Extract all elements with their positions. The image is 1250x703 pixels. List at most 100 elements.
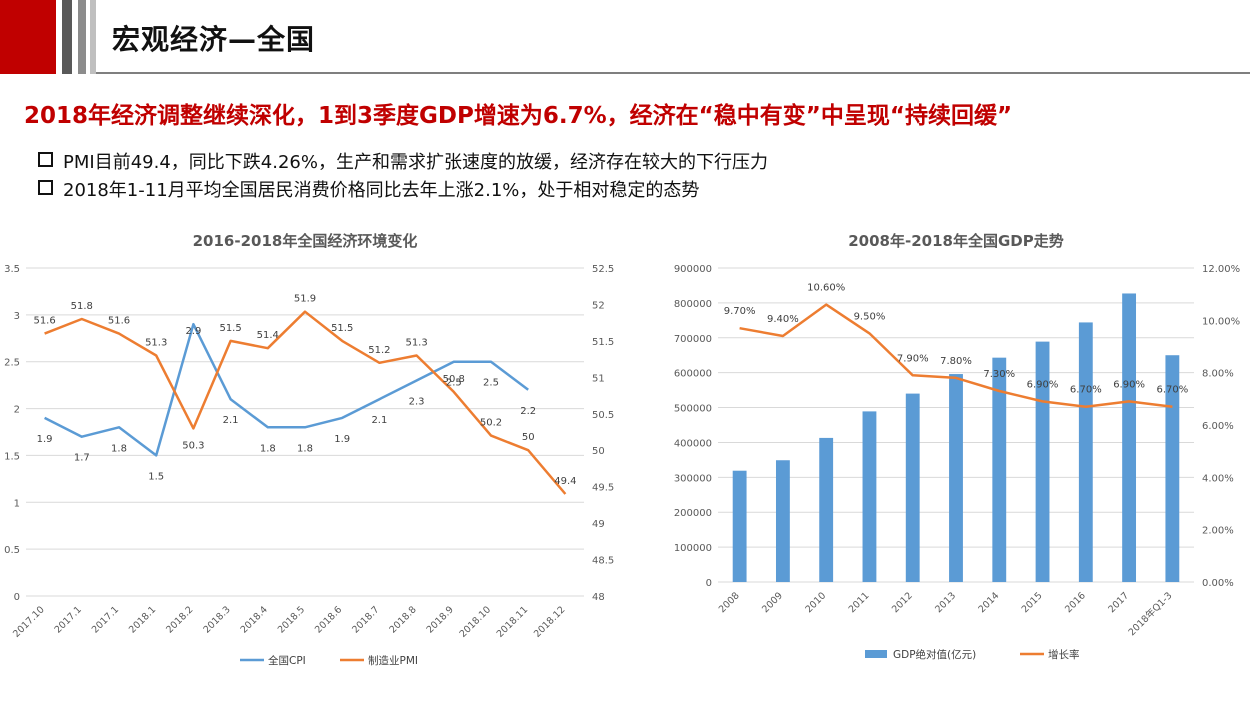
x-tick-label: 2018.2: [164, 604, 195, 635]
header-red-block: [0, 0, 56, 74]
data-label: 7.90%: [897, 353, 929, 364]
y-left-tick-label: 700000: [674, 334, 712, 345]
y-right-tick-label: 52.5: [592, 264, 614, 275]
y-left-tick-label: 3: [14, 311, 20, 322]
x-tick-label: 2018.1: [127, 604, 158, 635]
data-label: 51.2: [368, 345, 390, 356]
series-line: [44, 322, 529, 457]
data-label: 1.8: [260, 443, 276, 454]
x-tick-label: 2008: [717, 590, 742, 615]
data-label: 50.2: [480, 418, 502, 429]
y-left-tick-label: 900000: [674, 264, 712, 275]
x-tick-label: 2018.8: [387, 604, 418, 635]
series-line: [44, 310, 567, 495]
legend-label: 增长率: [1048, 648, 1080, 661]
bullet-text: PMI目前49.4，同比下跌4.26%，生产和需求扩张速度的放缓，经济存在较大的…: [63, 152, 768, 173]
data-label: 51.9: [294, 294, 316, 305]
y-left-tick-label: 1: [14, 498, 20, 509]
y-left-tick-label: 3.5: [4, 264, 20, 275]
data-label: 6.90%: [1113, 379, 1145, 390]
x-tick-label: 2017.1: [90, 604, 121, 635]
y-right-tick-label: 50.5: [592, 410, 614, 421]
y-right-tick-label: 51.5: [592, 337, 614, 348]
data-label: 1.5: [148, 471, 164, 482]
x-tick-label: 2018.4: [239, 604, 270, 635]
bullet-text: 2018年1-11月平均全国居民消费价格同比去年上涨2.1%，处于相对稳定的态势: [63, 180, 700, 201]
data-label: 1.7: [74, 453, 90, 464]
y-left-tick-label: 300000: [674, 473, 712, 484]
y-right-tick-label: 49: [592, 519, 605, 530]
y-right-tick-label: 49.5: [592, 483, 614, 494]
data-label: 51.6: [33, 316, 55, 327]
x-tick-label: 2018.11: [495, 604, 531, 640]
y-right-tick-label: 48: [592, 592, 605, 603]
data-label: 9.50%: [854, 311, 886, 322]
y-left-tick-label: 200000: [674, 508, 712, 519]
data-label: 51.6: [108, 316, 130, 327]
x-tick-label: 2017.10: [11, 604, 47, 640]
data-label: 50.3: [182, 440, 204, 451]
data-label: 50: [522, 432, 535, 443]
data-label: 7.80%: [940, 356, 972, 367]
data-label: 10.60%: [807, 283, 845, 294]
data-label: 1.9: [37, 434, 53, 445]
header-bar: 宏观经济—全国: [0, 0, 1250, 78]
x-tick-label: 2016: [1063, 590, 1088, 615]
x-tick-label: 2015: [1020, 590, 1045, 615]
y-left-tick-label: 100000: [674, 543, 712, 554]
data-label: 1.9: [334, 434, 350, 445]
y-left-tick-label: 1.5: [4, 451, 20, 462]
y-left-tick-label: 0: [14, 592, 20, 603]
y-right-tick-label: 50: [592, 446, 605, 457]
x-tick-label: 2018.7: [350, 604, 381, 635]
data-label: 7.30%: [983, 369, 1015, 380]
y-left-tick-label: 600000: [674, 369, 712, 380]
y-left-tick-label: 0: [706, 578, 712, 589]
data-label: 1.8: [297, 443, 313, 454]
data-label: 51.3: [405, 337, 427, 348]
y-left-tick-label: 0.5: [4, 545, 20, 556]
y-right-tick-label: 2.00%: [1202, 526, 1234, 537]
legend-label: 制造业PMI: [368, 654, 418, 667]
bullet-item: 2018年1-11月平均全国居民消费价格同比去年上涨2.1%，处于相对稳定的态势: [38, 176, 699, 202]
data-label: 9.40%: [767, 314, 799, 325]
legend-label: 全国CPI: [268, 654, 306, 667]
data-label: 2.5: [483, 378, 499, 389]
y-right-tick-label: 52: [592, 300, 605, 311]
x-tick-label: 2018.12: [532, 604, 568, 640]
data-label: 51.3: [145, 337, 167, 348]
header-stripe: [90, 0, 96, 74]
data-label: 2.1: [371, 415, 387, 426]
header-divider: [96, 72, 1250, 74]
y-right-tick-label: 12.00%: [1202, 264, 1240, 275]
bar: [949, 374, 963, 582]
x-tick-label: 2018.3: [201, 604, 232, 635]
bar: [1165, 355, 1180, 582]
x-tick-label: 2014: [977, 590, 1002, 615]
y-left-tick-label: 800000: [674, 299, 712, 310]
bar: [732, 470, 747, 582]
series-line: [739, 303, 1173, 408]
chart-title: 2016-2018年全国经济环境变化: [193, 232, 418, 250]
x-tick-label: 2018.9: [425, 604, 456, 635]
bar: [1035, 341, 1050, 582]
x-tick-label: 2017: [1106, 590, 1131, 615]
x-tick-label: 2013: [933, 590, 958, 615]
x-tick-label: 2017.1: [53, 604, 84, 635]
y-right-tick-label: 10.00%: [1202, 316, 1240, 327]
chart-cpi-pmi: 2016-2018年全国经济环境变化 0 0.5 1 1.5 2 2.5 3 3.5 48 48.5…: [4, 232, 614, 667]
data-label: 50.8: [443, 374, 465, 385]
x-tick-label: 2009: [760, 590, 785, 615]
legend-label: GDP绝对值(亿元): [893, 648, 976, 661]
data-label: 51.4: [257, 330, 279, 341]
x-tick-label: 2011: [847, 590, 872, 615]
x-tick-label: 2018.6: [313, 604, 344, 635]
y-right-tick-label: 48.5: [592, 556, 614, 567]
y-right-tick-label: 4.00%: [1202, 473, 1234, 484]
bar: [862, 411, 877, 582]
checkbox-icon: [38, 152, 53, 167]
chart-gdp: 2008年-2018年全国GDP走势 0 100000 200000 300000 400…: [674, 232, 1240, 661]
data-label: 9.70%: [724, 306, 756, 317]
x-tick-label: 2018年Q1-3: [1126, 590, 1175, 639]
bar: [1078, 322, 1093, 582]
